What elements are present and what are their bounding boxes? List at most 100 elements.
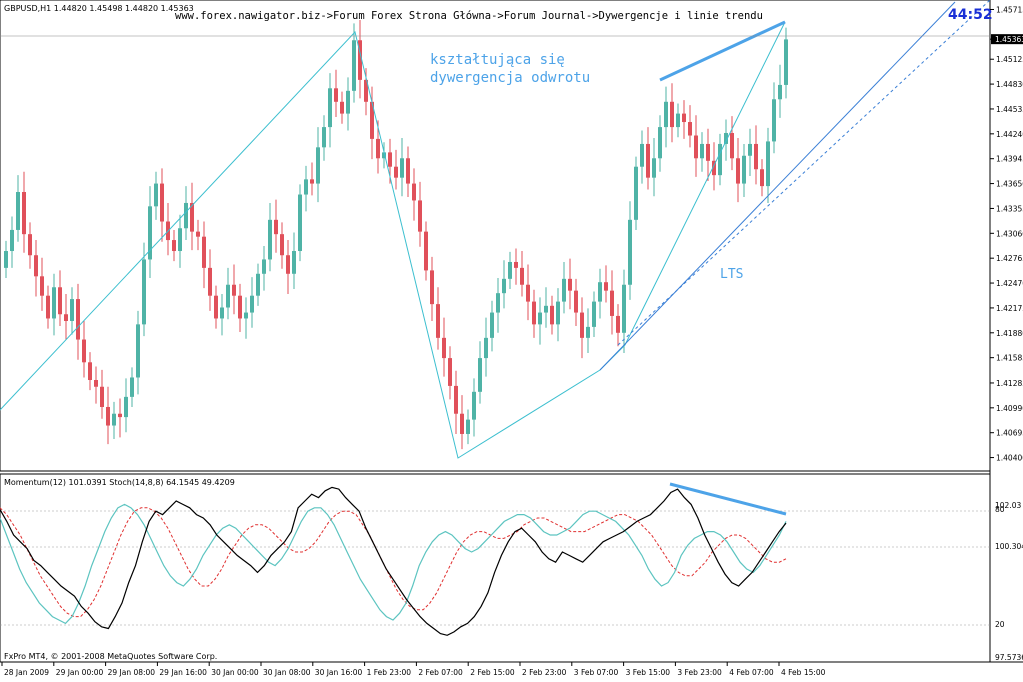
candle-body [658,127,662,159]
candle-body [172,240,176,252]
candle-body [214,295,218,319]
candle-body [724,132,728,144]
candle-body [760,169,764,187]
candle-body [784,39,788,85]
candle-body [472,391,476,420]
candle-body [292,251,296,274]
candle-body [490,312,494,338]
candle-body [442,337,446,359]
candle-body [370,101,374,139]
candle-body [634,166,638,220]
time-label: 29 Jan 08:00 [108,668,156,677]
candle-body [640,143,644,167]
candle-body [358,40,362,80]
candle-body [700,143,704,159]
price-label: 1.45715 [996,5,1023,14]
candle-body [502,278,506,294]
candle-body [544,305,548,313]
candle-body [334,88,338,102]
price-panel [0,0,991,472]
candle-body [682,113,686,123]
time-label: 30 Jan 08:00 [263,668,311,677]
price-label: 1.41585 [996,354,1023,363]
candle-body [274,219,278,235]
candle-body [346,90,350,114]
divergence-label-1: kształtująca się [430,52,565,68]
candle-body [52,287,56,319]
price-label: 1.42470 [996,279,1023,288]
candle-body [22,192,26,235]
candle-body [232,284,236,296]
candle-body [286,255,290,274]
candle-body [766,141,770,187]
symbol-info: GBPUSD,H1 1.44820 1.45498 1.44820 1.4536… [4,4,194,13]
candle-body [562,278,566,302]
candle-body [208,267,212,296]
time-axis: 28 Jan 2009 29 Jan 00:00 29 Jan 08:00 29 Ja… [1,662,826,677]
time-label: 30 Jan 16:00 [315,668,363,677]
candle-body [322,127,326,148]
candle-body [40,276,44,296]
candle-body [598,282,602,302]
price-label: 1.42175 [996,304,1023,313]
indicator-axis-label: 20 [995,620,1005,629]
candle-body [154,183,158,207]
time-label: 2 Feb 07:00 [418,668,463,677]
price-label: 1.40400 [996,454,1023,463]
trendlines-group [0,0,991,459]
candle-body [106,406,110,426]
candle-body [94,380,98,387]
candle-body [478,358,482,392]
price-label: 1.44535 [996,105,1023,114]
candle-body [538,312,542,325]
candle-body [742,155,746,184]
candle-body [118,413,122,418]
timer: 44:52 [948,7,993,23]
price-label: 1.41285 [996,379,1023,388]
time-label: 29 Jan 00:00 [56,668,104,677]
candle-body [484,337,488,359]
candle-body [568,278,572,291]
momentum-line [0,486,787,636]
candle-body [160,183,164,222]
candle-body [400,158,404,178]
indicator-divergence-line [669,482,787,516]
candle-body [430,270,434,305]
candle-body [508,261,512,279]
indicator-axis-label: 80 [995,505,1005,514]
candle-body [304,179,308,195]
candle-body [466,419,470,434]
zigzag-line [0,21,786,459]
time-label: 1 Feb 23:00 [367,668,412,677]
candle-body [556,301,560,325]
candle-body [58,287,62,315]
candle-body [772,99,776,142]
price-axis: 1.45715 1.45363 1.45125 1.44830 1.44535 1.442… [990,5,1023,463]
price-label: 1.44830 [996,80,1023,89]
candle-body [778,84,782,100]
candle-body [688,122,692,136]
candle-body [736,158,740,184]
candle-body [730,132,734,159]
indicator-panel [0,473,991,663]
current-price-box [991,34,1023,45]
indicator-axis-label: 102.03 [995,501,1021,510]
price-divergence-line [659,20,786,82]
candle-body [412,183,416,201]
price-label: 1.43355 [996,204,1023,213]
time-label: 28 Jan 2009 [4,668,49,677]
candle-body [376,138,380,159]
candle-body [136,324,140,378]
price-label: 1.41880 [996,329,1023,338]
lts-dashed-line [617,0,991,346]
candle-body [190,202,194,232]
candle-body [382,152,386,159]
candle-body [424,231,428,271]
candle-body [262,259,266,274]
candle-body [196,231,200,237]
footer-copyright: FxPro MT4, © 2001-2008 MetaQuotes Softwa… [4,652,217,661]
candle-body [676,113,680,128]
candle-body [628,219,632,285]
candle-body [328,88,332,128]
